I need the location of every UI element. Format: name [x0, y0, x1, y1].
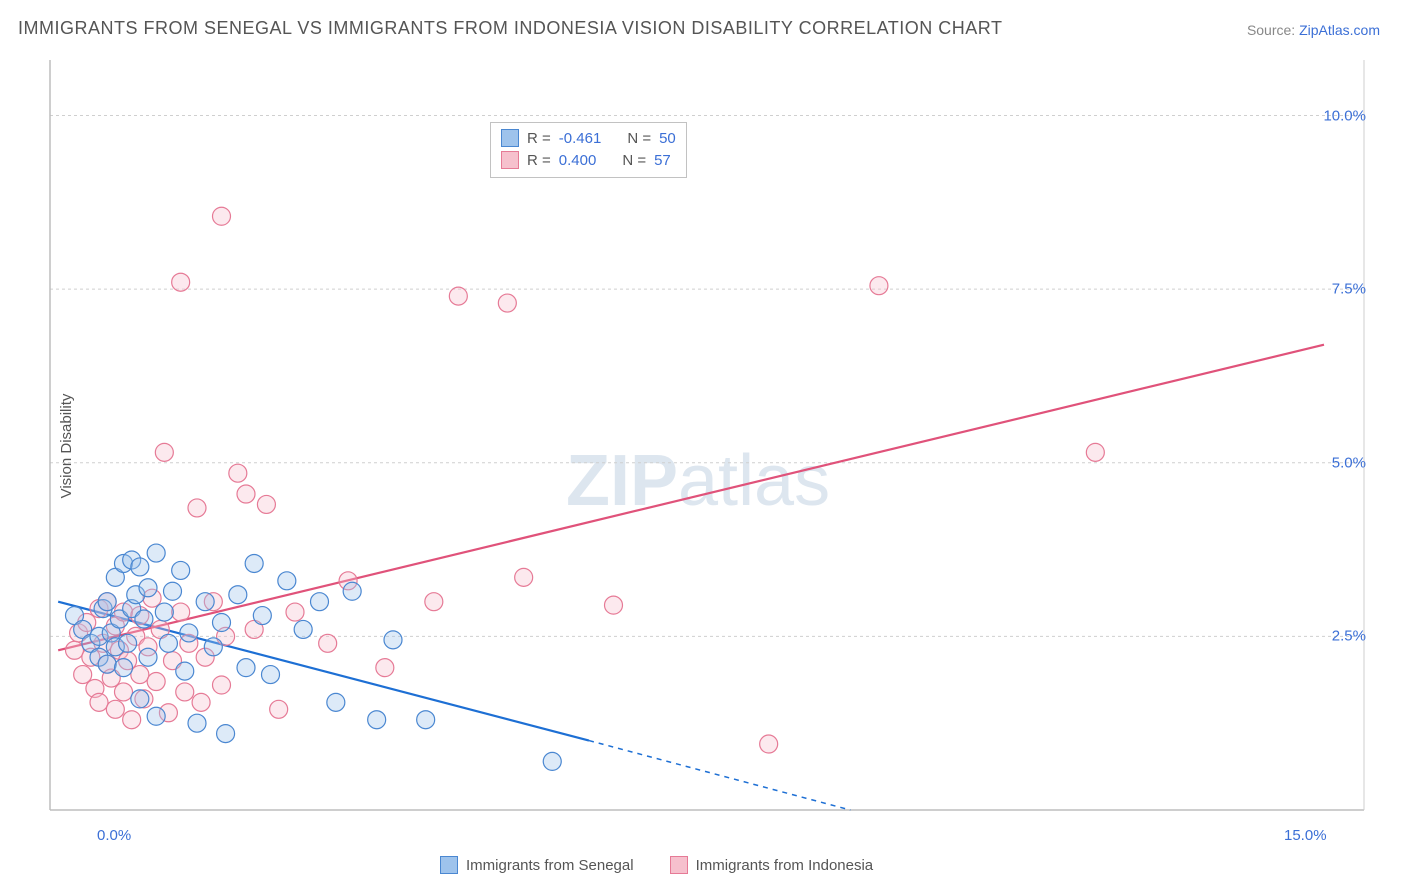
- source-link[interactable]: ZipAtlas.com: [1299, 22, 1380, 38]
- legend-r-val-0: -0.461: [559, 130, 602, 147]
- data-point-senegal: [155, 603, 173, 621]
- data-point-indonesia: [1086, 443, 1104, 461]
- legend-series: Immigrants from Senegal Immigrants from …: [440, 856, 873, 874]
- legend-swatch-blue: [501, 129, 519, 147]
- legend-n-val-0: 50: [659, 130, 676, 147]
- data-point-indonesia: [870, 277, 888, 295]
- data-point-senegal: [343, 582, 361, 600]
- data-point-senegal: [98, 655, 116, 673]
- data-point-senegal: [139, 579, 157, 597]
- data-point-senegal: [417, 711, 435, 729]
- data-point-indonesia: [155, 443, 173, 461]
- data-point-indonesia: [188, 499, 206, 517]
- data-point-indonesia: [319, 634, 337, 652]
- y-tick-label: 2.5%: [1332, 628, 1366, 645]
- data-point-senegal: [188, 714, 206, 732]
- data-point-senegal: [204, 638, 222, 656]
- data-point-senegal: [147, 544, 165, 562]
- data-point-indonesia: [172, 273, 190, 291]
- legend-r-label-1: R =: [527, 152, 551, 169]
- legend-swatch-senegal: [440, 856, 458, 874]
- data-point-senegal: [172, 561, 190, 579]
- data-point-indonesia: [172, 603, 190, 621]
- x-tick-label: 15.0%: [1284, 827, 1327, 844]
- data-point-senegal: [147, 707, 165, 725]
- data-point-indonesia: [425, 593, 443, 611]
- legend-correlation: R = -0.461 N = 50 R = 0.400 N = 57: [490, 122, 687, 178]
- legend-label-indonesia: Immigrants from Indonesia: [696, 857, 874, 874]
- chart-title: IMMIGRANTS FROM SENEGAL VS IMMIGRANTS FR…: [18, 18, 1002, 39]
- legend-n-label-0: N =: [627, 130, 651, 147]
- legend-row-blue: R = -0.461 N = 50: [501, 127, 676, 149]
- data-point-indonesia: [131, 666, 149, 684]
- data-point-senegal: [176, 662, 194, 680]
- data-point-senegal: [119, 634, 137, 652]
- data-point-indonesia: [498, 294, 516, 312]
- data-point-indonesia: [760, 735, 778, 753]
- data-point-senegal: [253, 607, 271, 625]
- data-point-senegal: [245, 554, 263, 572]
- data-point-indonesia: [286, 603, 304, 621]
- data-point-senegal: [262, 666, 280, 684]
- source-prefix: Source:: [1247, 22, 1299, 38]
- data-point-senegal: [131, 558, 149, 576]
- data-point-indonesia: [213, 676, 231, 694]
- data-point-senegal: [139, 648, 157, 666]
- data-point-indonesia: [123, 711, 141, 729]
- data-point-indonesia: [147, 673, 165, 691]
- plot-area: ZIPatlas R = -0.461 N = 50 R = 0.400 N =…: [46, 60, 1374, 840]
- data-point-senegal: [180, 624, 198, 642]
- legend-swatch-indonesia: [670, 856, 688, 874]
- data-point-indonesia: [106, 700, 124, 718]
- data-point-indonesia: [213, 207, 231, 225]
- legend-swatch-pink: [501, 151, 519, 169]
- data-point-senegal: [311, 593, 329, 611]
- data-point-senegal: [237, 659, 255, 677]
- data-point-indonesia: [376, 659, 394, 677]
- data-point-senegal: [164, 582, 182, 600]
- legend-n-label-1: N =: [622, 152, 646, 169]
- data-point-indonesia: [66, 641, 84, 659]
- legend-item-senegal: Immigrants from Senegal: [440, 856, 634, 874]
- data-point-senegal: [98, 593, 116, 611]
- data-point-indonesia: [237, 485, 255, 503]
- data-point-senegal: [327, 693, 345, 711]
- legend-label-senegal: Immigrants from Senegal: [466, 857, 634, 874]
- y-tick-label: 7.5%: [1332, 281, 1366, 298]
- data-point-indonesia: [176, 683, 194, 701]
- x-tick-label: 0.0%: [97, 827, 131, 844]
- data-point-indonesia: [257, 495, 275, 513]
- data-point-senegal: [213, 614, 231, 632]
- y-tick-label: 5.0%: [1332, 454, 1366, 471]
- data-point-senegal: [384, 631, 402, 649]
- data-point-senegal: [115, 659, 133, 677]
- data-point-senegal: [229, 586, 247, 604]
- data-point-senegal: [196, 593, 214, 611]
- legend-n-val-1: 57: [654, 152, 671, 169]
- data-point-senegal: [159, 634, 177, 652]
- legend-r-val-1: 0.400: [559, 152, 597, 169]
- source-label: Source: ZipAtlas.com: [1247, 22, 1380, 38]
- data-point-senegal: [543, 752, 561, 770]
- legend-row-pink: R = 0.400 N = 57: [501, 149, 676, 171]
- data-point-indonesia: [192, 693, 210, 711]
- data-point-indonesia: [74, 666, 92, 684]
- chart-svg: [46, 60, 1374, 840]
- data-point-indonesia: [229, 464, 247, 482]
- y-tick-label: 10.0%: [1323, 107, 1366, 124]
- data-point-senegal: [278, 572, 296, 590]
- legend-item-indonesia: Immigrants from Indonesia: [670, 856, 874, 874]
- data-point-indonesia: [115, 683, 133, 701]
- data-point-senegal: [135, 610, 153, 628]
- data-point-senegal: [294, 620, 312, 638]
- legend-r-label-0: R =: [527, 130, 551, 147]
- data-point-indonesia: [605, 596, 623, 614]
- data-point-indonesia: [90, 693, 108, 711]
- data-point-senegal: [217, 725, 235, 743]
- data-point-senegal: [131, 690, 149, 708]
- data-point-indonesia: [449, 287, 467, 305]
- data-point-senegal: [368, 711, 386, 729]
- data-point-indonesia: [270, 700, 288, 718]
- data-point-indonesia: [515, 568, 533, 586]
